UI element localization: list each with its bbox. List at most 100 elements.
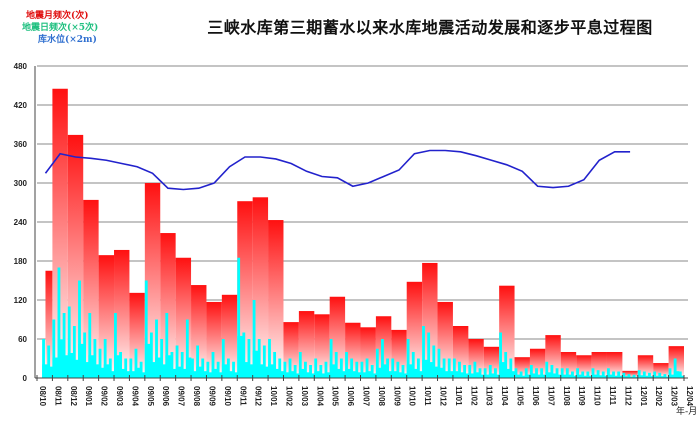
daily-base (242, 362, 248, 378)
daily-base (283, 372, 289, 378)
x-tick-label: 10/06 (346, 386, 355, 407)
daily-base (262, 366, 269, 378)
daily-base (304, 372, 310, 378)
daily-spike (221, 339, 225, 378)
bar-monthly (52, 88, 68, 378)
bar-monthly (45, 270, 53, 378)
daily-base (411, 368, 418, 378)
daily-spike (257, 339, 261, 378)
daily-base (504, 368, 510, 378)
daily-spike (375, 348, 379, 378)
daily-spike (458, 361, 461, 378)
bar-monthly (499, 285, 515, 378)
x-tick-label: 10/11 (423, 386, 432, 406)
daily-spike (252, 300, 256, 378)
daily-base (617, 375, 623, 378)
daily-spike (535, 368, 538, 378)
daily-spike (422, 326, 425, 378)
daily-spike (483, 368, 487, 378)
daily-base (422, 359, 428, 378)
daily-spike (560, 368, 564, 378)
daily-base (632, 376, 639, 378)
x-tick-label: 10/02 (284, 386, 293, 407)
y-tick-label: 420 (14, 101, 28, 110)
daily-base (509, 371, 515, 378)
x-tick-label: 09/08 (192, 386, 201, 407)
daily-base (247, 364, 253, 378)
daily-spike (165, 313, 169, 378)
daily-base (529, 373, 536, 378)
x-tick-label: 10/09 (392, 386, 401, 407)
daily-base (401, 373, 408, 378)
bar-monthly (221, 294, 238, 378)
daily-base (365, 371, 372, 378)
daily-base (658, 376, 664, 378)
x-tick-label: 11/12 (623, 386, 632, 406)
daily-spike (304, 361, 307, 378)
daily-base (175, 366, 182, 378)
daily-spike (540, 368, 544, 378)
daily-spike (617, 371, 621, 378)
daily-spike (555, 368, 559, 378)
daily-base (273, 368, 279, 378)
daily-base (345, 368, 351, 378)
daily-spike (57, 267, 61, 378)
x-tick-label: 12/03 (670, 386, 679, 407)
daily-base (170, 368, 176, 378)
bar-monthly (545, 335, 561, 378)
daily-base (386, 371, 392, 378)
daily-spike (103, 339, 107, 378)
x-tick-label: 12/04 (685, 386, 694, 407)
daily-base (514, 374, 520, 378)
daily-spike (319, 365, 323, 378)
x-tick-label: 12/02 (654, 386, 663, 407)
daily-base (257, 364, 264, 378)
daily-base (478, 374, 485, 378)
x-tick-label: 10/10 (408, 386, 417, 407)
x-tick-label: 11/01 (454, 386, 463, 406)
daily-spike (601, 371, 605, 378)
x-tick-label: 08/12 (69, 386, 78, 407)
daily-base (129, 371, 135, 378)
daily-base (288, 371, 295, 378)
y-tick-label: 180 (14, 257, 28, 266)
daily-base (360, 372, 366, 378)
daily-base (114, 355, 120, 378)
y-tick-label: 240 (14, 218, 28, 227)
daily-spike (67, 306, 71, 378)
daily-base (427, 362, 433, 378)
bar-monthly (637, 355, 654, 378)
daily-base (540, 374, 546, 378)
daily-spike (586, 371, 590, 378)
bar-monthly (252, 197, 269, 378)
daily-spike (365, 358, 369, 378)
daily-spike (668, 368, 672, 378)
daily-base (622, 376, 628, 378)
daily-base (406, 364, 413, 378)
daily-spike (134, 348, 138, 378)
x-tick-label: 10/04 (315, 386, 324, 407)
daily-base (499, 362, 505, 378)
daily-spike (622, 372, 626, 378)
y-tick-label: 120 (14, 296, 28, 305)
daily-spike (468, 365, 472, 378)
daily-spike (504, 352, 508, 378)
daily-spike (396, 361, 400, 378)
daily-base (571, 375, 577, 378)
daily-spike (288, 358, 292, 378)
daily-base (678, 375, 685, 378)
daily-spike (345, 352, 348, 378)
daily-base (216, 372, 223, 378)
daily-base (149, 362, 156, 378)
daily-base (370, 373, 377, 378)
daily-base (637, 375, 644, 378)
daily-spike (360, 361, 364, 378)
daily-base (52, 357, 58, 378)
x-tick-label: 11/07 (546, 386, 555, 406)
daily-base (550, 373, 556, 378)
y-tick-label: 60 (18, 335, 27, 344)
daily-spike (350, 358, 354, 378)
daily-base (93, 364, 99, 378)
daily-base (72, 359, 79, 378)
daily-base (339, 371, 346, 378)
